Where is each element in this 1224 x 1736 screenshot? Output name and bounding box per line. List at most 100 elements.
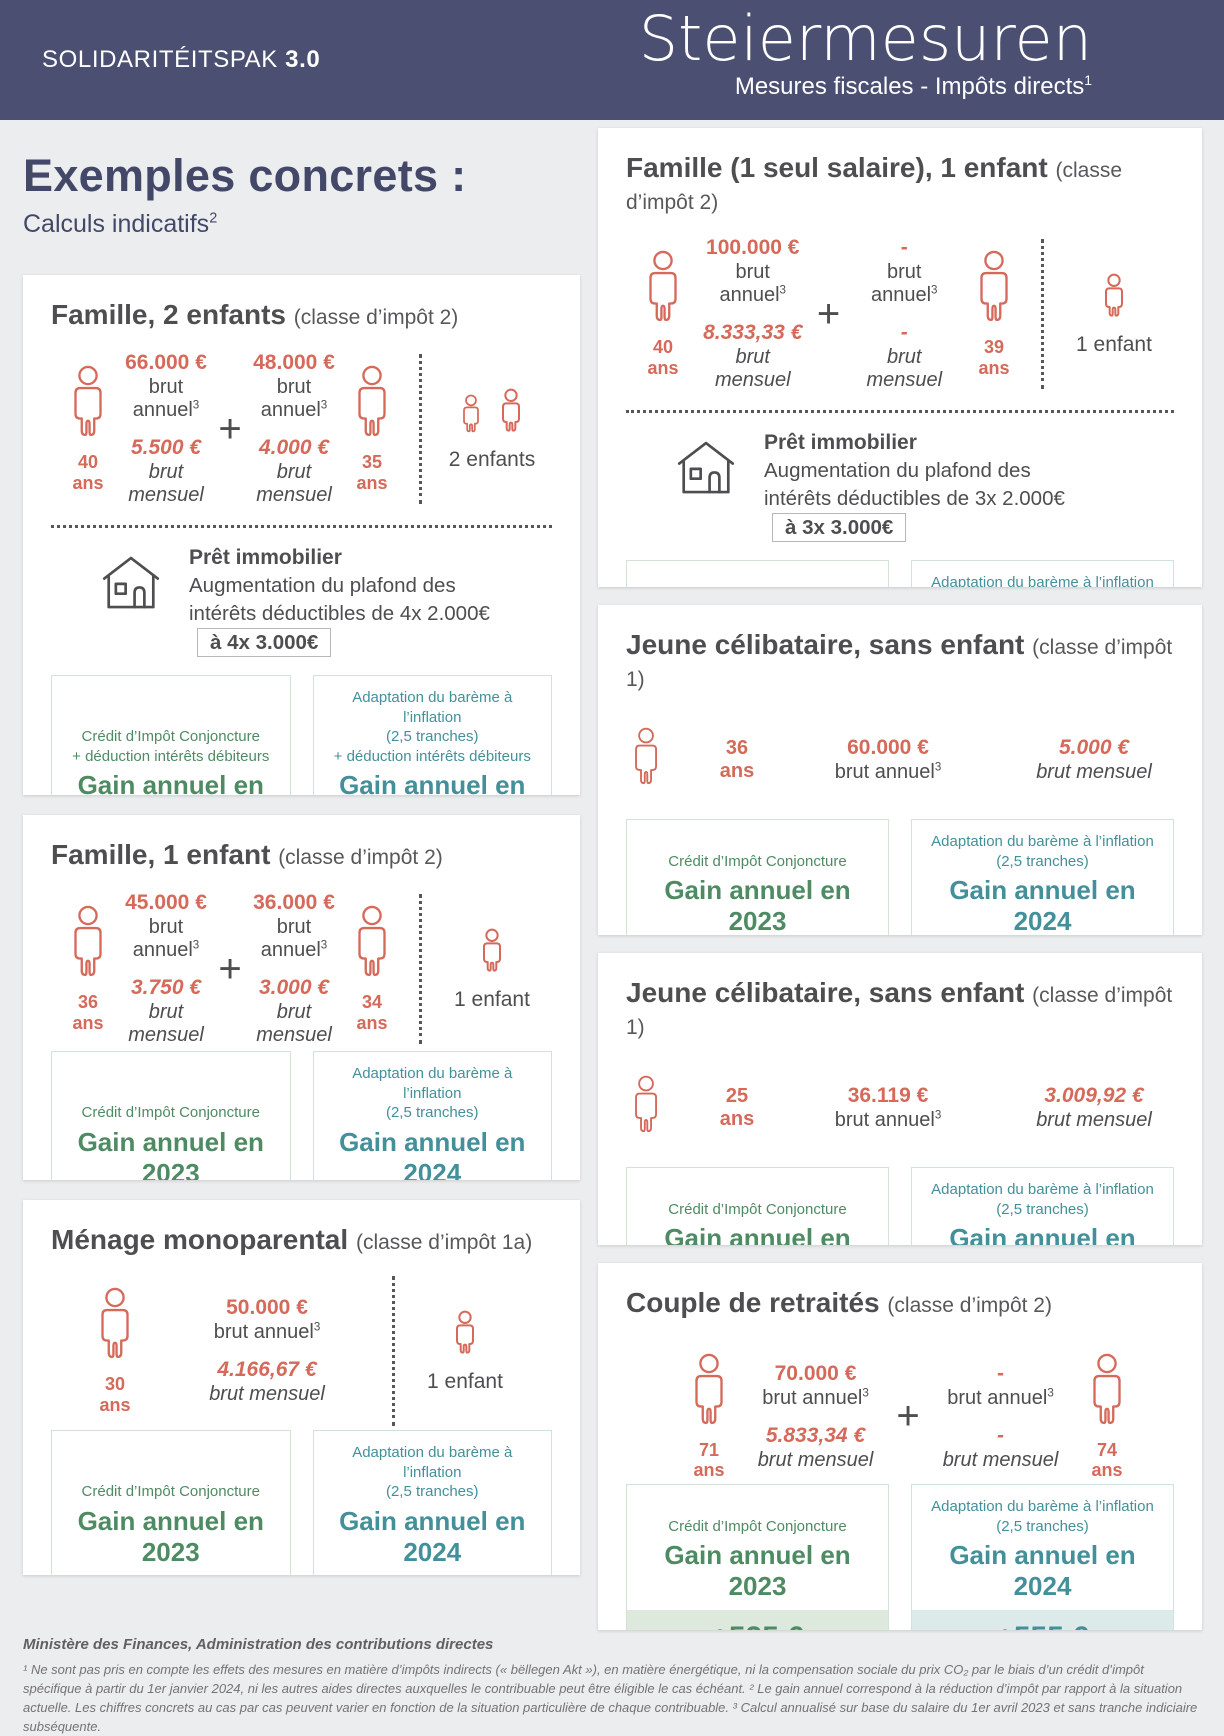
plus-sign: + [218,406,242,451]
person-1-amounts: 66.000 € brut annuel3 5.500 € brut mensu… [125,351,207,507]
person-1: 71 ans [672,1353,746,1480]
annual-label-note: 3 [320,398,328,412]
gain-box-2023: Crédit d’Impôt Conjoncture Gain annuel e… [626,819,889,935]
monthly-amount: 5.000 € [1058,736,1130,759]
children-label: 1 enfant [427,1370,503,1393]
gain-measure-line: Crédit d’Impôt Conjoncture [668,1200,847,1218]
person-2: 39 ans [957,250,1031,378]
annual-amount: 48.000 € [253,351,335,374]
pret-old-ceiling: intérêts déductibles de 3x 2.000€ [764,487,1065,511]
gain-value-2023: +525 € [627,1610,888,1630]
gains-row: Crédit d’Impôt Conjoncture Gain annuel e… [51,1430,552,1575]
intro-subtitle-note: 2 [209,210,218,227]
gain-measure-line: Crédit d’Impôt Conjoncture [81,1483,260,1500]
card-title-text: Famille (1 seul salaire), 1 enfant [626,152,1048,183]
card-title-text: Ménage monoparental [51,1224,349,1255]
pret-immobilier-section: Prêt immobilier Augmentation du plafond … [626,429,1174,543]
children-icons [449,1308,481,1360]
annual-label-note: 3 [779,283,786,297]
age-value: 40 [77,452,99,473]
monthly-amount-block: 5.833,34 € brut mensuel [746,1424,885,1472]
adult-person-icon [74,906,102,977]
footer: Ministère des Finances, Administration d… [23,1636,1203,1736]
person-2-amounts: 36.000 € brut annuel3 3.000 € brut mensu… [253,891,335,1047]
gains-row: Crédit d’Impôt Conjoncture + déduction i… [626,560,1174,587]
card-title: Jeune célibataire, sans enfant (classe d… [626,629,1174,693]
monthly-amount-block: 4.000 € brut mensuel [253,436,335,507]
gain-box-2023: Crédit d’Impôt Conjoncture + déduction i… [626,560,889,587]
age-unit: ans [356,472,388,493]
age-label: 34 ans [356,992,387,1032]
tax-class-label: (classe d’impôt 1a) [355,1231,533,1254]
annual-amount-block: 36.000 € brut annuel3 [253,891,335,962]
gain-measure-line: Crédit d’Impôt Conjoncture [81,1104,260,1121]
annual-amount-block: 48.000 € brut annuel3 [253,351,335,422]
gain-measure-line: Adaptation du barème à l’inflation [931,833,1154,850]
age-label: 71 ans [693,1440,724,1480]
household-row: 36 ans 60.000 € brut annuel3 5.000 € bru… [626,719,1174,801]
annual-label: brut annuel3 [746,1387,885,1410]
age-unit: ans [1091,1460,1123,1481]
annual-label-note: 3 [934,760,942,774]
gain-box-2024: Adaptation du barème à l’inflation (2,5 … [911,1484,1174,1630]
adult-person-icon [635,1075,657,1133]
pret-line-1: Augmentation du plafond des [189,574,456,598]
gain-measure-label: Crédit d’Impôt Conjoncture [668,852,846,872]
gain-measure-line: Adaptation du barème à l’inflation [352,1444,513,1481]
gain-head: Adaptation du barème à l’inflation (2,5 … [912,820,1173,935]
gain-measure-label: Crédit d’Impôt Conjoncture [668,1517,846,1537]
children-group: 1 enfant [1054,271,1174,357]
adult-person-icon [635,727,657,785]
dotted-divider [51,525,552,528]
house-icon [677,441,735,494]
card-title: Famille, 1 enfant (classe d’impôt 2) [51,839,552,871]
annual-label-note: 3 [320,938,328,952]
person-2: 74 ans [1070,1353,1144,1480]
person-2-amounts: - brut annuel3 - brut mensuel [852,236,958,392]
monthly-label: brut mensuel [1036,1109,1152,1131]
child-person-icon [1105,273,1123,317]
adult-person-icon [358,366,386,437]
gain-measure-label: Adaptation du barème à l’inflation (2,5 … [322,688,544,766]
monthly-label: brut mensuel [1036,761,1152,783]
annual-label: brut annuel3 [125,916,207,962]
house-icon [102,556,160,609]
annual-label: brut annuel3 [152,1321,382,1344]
children-label: 2 enfants [448,448,536,471]
annual-label: brut annuel3 [852,261,958,307]
annual-label: brut annuel3 [700,261,806,307]
age-label: 25 ans [719,1085,755,1130]
gain-measure-label: Crédit d’Impôt Conjoncture + déduction i… [72,727,269,766]
age-value: 40 [652,337,674,358]
monthly-amount-block: 3.750 € brut mensuel [125,976,207,1047]
children-icons [476,926,508,978]
annual-label-note: 3 [1047,1386,1054,1399]
age-unit: ans [72,1012,104,1033]
gain-head: Crédit d’Impôt Conjoncture + déduction i… [627,561,888,587]
household-row: 36 ans 45.000 € brut annuel3 3.750 € bru… [51,891,552,1047]
age-value: 36 [77,992,99,1013]
annual-amount-block: 50.000 € brut annuel3 [152,1296,382,1344]
monthly-amount-block: - brut mensuel [852,321,958,392]
gain-measure-line: Crédit d’Impôt Conjoncture [668,1517,847,1535]
adult-person-icon [1093,1353,1121,1425]
pret-line-1: Augmentation du plafond des [764,459,1031,483]
annual-amount: 45.000 € [125,891,207,914]
person-1: 36 ans [51,905,125,1033]
gain-box-2024: Adaptation du barème à l’inflation (2,5 … [312,1051,552,1180]
gain-measure-line: Crédit d’Impôt Conjoncture [81,728,260,746]
age-label: 36 ans [72,992,103,1032]
annual-label-text: brut annuel [260,916,321,961]
person-1-amounts: 100.000 € brut annuel3 8.333,33 € brut m… [700,236,806,392]
pret-line-2: intérêts déductibles de 4x 2.000€ à 4x 3… [189,600,552,658]
child-person-icon [463,394,479,433]
monthly-label: brut mensuel [256,1001,332,1046]
gain-head: Crédit d’Impôt Conjoncture Gain annuel e… [627,820,888,936]
gain-measure-line: Adaptation du barème à l’inflation [931,1181,1154,1198]
gain-title-2023: Gain annuel en 2023 [77,770,264,795]
gain-measure-label: Adaptation du barème à l’inflation (2,5 … [322,1443,544,1502]
adult-person-icon [74,366,102,437]
gain-head: Crédit d’Impôt Conjoncture Gain annuel e… [52,1052,290,1180]
gains-row: Crédit d’Impôt Conjoncture Gain annuel e… [626,1484,1174,1630]
age-label: 40 ans [647,337,678,377]
